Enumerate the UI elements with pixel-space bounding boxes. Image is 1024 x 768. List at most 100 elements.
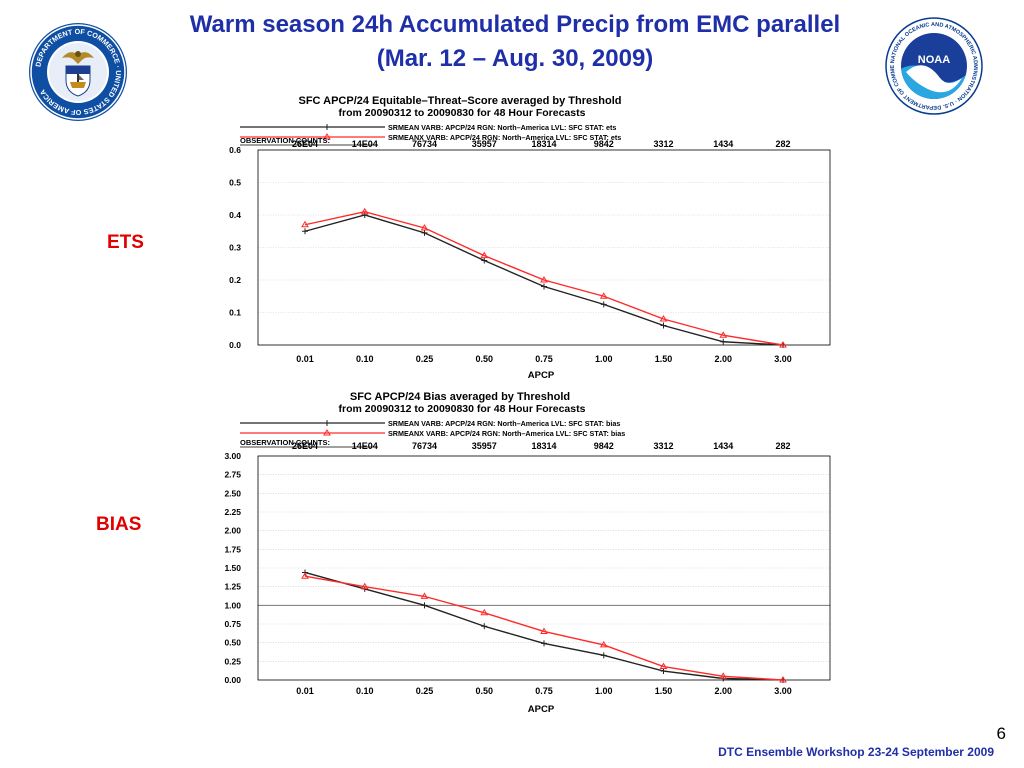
- data-point-plus: [660, 322, 667, 329]
- data-point-triangle: [599, 292, 608, 299]
- observation-count: 14E04: [352, 139, 378, 149]
- data-point-triangle: [779, 676, 787, 683]
- data-point-plus: [421, 229, 428, 236]
- noaa-logo-text: NOAA: [918, 54, 950, 66]
- x-tick-label: 0.75: [535, 686, 553, 696]
- x-tick-label: 3.00: [774, 686, 792, 696]
- legend-marker-triangle: [323, 429, 331, 436]
- x-tick-label: 0.50: [475, 686, 493, 696]
- legend-label-0: SRMEAN VARB: APCP/24 RGN: North–America …: [388, 123, 616, 132]
- plot-frame: [257, 455, 831, 681]
- y-tick-label: 0.6: [229, 145, 241, 155]
- page-number: 6: [996, 724, 1006, 743]
- series-line-1: [304, 575, 784, 681]
- data-point-triangle: [301, 220, 309, 228]
- y-tick-label: 1.75: [224, 544, 241, 554]
- data-point-plus: [481, 257, 488, 264]
- observation-count: 9842: [594, 441, 614, 451]
- bias-side-label: BIAS: [96, 514, 142, 535]
- x-axis-title: APCP: [528, 704, 555, 715]
- x-tick-label: 0.25: [416, 354, 434, 364]
- observation-count: 14E04: [352, 441, 378, 451]
- chart-subtitle: from 20090312 to 20090830 for 48 Hour Fo…: [339, 403, 586, 415]
- x-tick-label: 0.50: [475, 354, 493, 364]
- x-tick-label: 0.25: [416, 686, 434, 696]
- x-tick-label: 0.10: [356, 686, 374, 696]
- x-axis-title: APCP: [528, 370, 555, 381]
- observation-counts-label: OBSERVATION COUNTS:: [240, 136, 330, 145]
- y-tick-label: 2.50: [224, 488, 241, 498]
- x-tick-label: 2.00: [714, 686, 732, 696]
- bias-chart: SFC APCP/24 Bias averaged by Thresholdfr…: [224, 391, 831, 715]
- x-tick-label: 2.00: [714, 354, 732, 364]
- x-tick-label: 1.00: [595, 354, 613, 364]
- legend-label-0: SRMEAN VARB: APCP/24 RGN: North–America …: [388, 419, 620, 428]
- y-tick-label: 2.25: [224, 507, 241, 517]
- data-point-plus: [720, 338, 727, 345]
- data-point-triangle: [480, 608, 489, 616]
- y-tick-label: 0.1: [229, 308, 241, 318]
- data-point-triangle: [599, 640, 608, 648]
- data-point-plus: [600, 301, 607, 308]
- data-point-triangle: [420, 592, 429, 599]
- data-point-triangle: [480, 251, 489, 259]
- plot-frame: [257, 149, 831, 346]
- legend-marker-plus: [324, 420, 330, 426]
- data-point-plus: [361, 212, 368, 218]
- y-tick-label: 1.50: [224, 563, 241, 573]
- data-point-triangle: [301, 572, 309, 579]
- observation-count: 3312: [653, 139, 673, 149]
- observation-count: 9842: [594, 139, 614, 149]
- data-point-triangle: [779, 341, 787, 348]
- slide-title-line2: (Mar. 12 – Aug. 30, 2009): [376, 45, 654, 72]
- x-tick-label: 0.10: [356, 354, 374, 364]
- y-tick-label: 1.25: [224, 582, 241, 592]
- y-tick-label: 0.3: [229, 243, 241, 253]
- observation-count: 76734: [412, 139, 437, 149]
- data-point-triangle: [420, 224, 429, 231]
- data-point-triangle: [360, 582, 369, 590]
- legend-label-1: SRMEANX VARB: APCP/24 RGN: North–America…: [388, 429, 625, 438]
- x-tick-label: 3.00: [774, 354, 792, 364]
- observation-count: 3312: [653, 441, 673, 451]
- chart-subtitle: from 20090312 to 20090830 for 48 Hour Fo…: [339, 107, 586, 119]
- data-point-triangle: [659, 662, 668, 670]
- observation-count: 26E04: [292, 441, 318, 451]
- ets-chart: SFC APCP/24 Equitable–Threat–Score avera…: [229, 95, 831, 381]
- noaa-logo-icon: NATIONAL OCEANIC AND ATMOSPHERIC ADMINIS…: [882, 12, 984, 121]
- series-line-1: [304, 211, 784, 346]
- y-tick-label: 0.4: [229, 210, 241, 220]
- data-point-triangle: [659, 315, 668, 322]
- data-point-triangle: [540, 276, 548, 283]
- x-tick-label: 0.01: [296, 686, 314, 696]
- x-tick-label: 0.75: [535, 354, 553, 364]
- y-tick-label: 3.00: [224, 451, 241, 461]
- y-tick-label: 0.00: [224, 675, 241, 685]
- observation-count: 18314: [531, 441, 556, 451]
- x-tick-label: 0.01: [296, 354, 314, 364]
- observation-counts-label: OBSERVATION COUNTS:: [240, 438, 330, 447]
- y-tick-label: 2.75: [224, 470, 241, 480]
- legend-label-1: SRMEANX VARB: APCP/24 RGN: North–America…: [388, 133, 621, 142]
- data-point-triangle: [719, 672, 728, 679]
- data-point-triangle: [360, 207, 369, 215]
- observation-count: 35957: [472, 441, 497, 451]
- data-point-plus: [541, 640, 547, 647]
- observation-count: 282: [775, 441, 790, 451]
- y-tick-label: 1.00: [224, 600, 241, 610]
- data-point-triangle: [540, 627, 548, 634]
- data-point-plus: [421, 602, 428, 609]
- chart-title: SFC APCP/24 Bias averaged by Threshold: [350, 391, 570, 403]
- data-point-plus: [541, 283, 547, 290]
- x-tick-label: 1.50: [655, 686, 673, 696]
- y-tick-label: 0.50: [224, 638, 241, 648]
- observation-count: 18314: [531, 139, 556, 149]
- data-point-plus: [481, 623, 488, 630]
- slide-title-line1: Warm season 24h Accumulated Precip from …: [189, 11, 841, 38]
- observation-count: 26E04: [292, 139, 318, 149]
- department-of-commerce-seal-icon: DEPARTMENT OF COMMERCE · UNITED STATES O…: [28, 22, 128, 127]
- observation-count: 76734: [412, 441, 437, 451]
- y-tick-label: 0.2: [229, 275, 241, 285]
- legend-marker-triangle: [323, 133, 331, 140]
